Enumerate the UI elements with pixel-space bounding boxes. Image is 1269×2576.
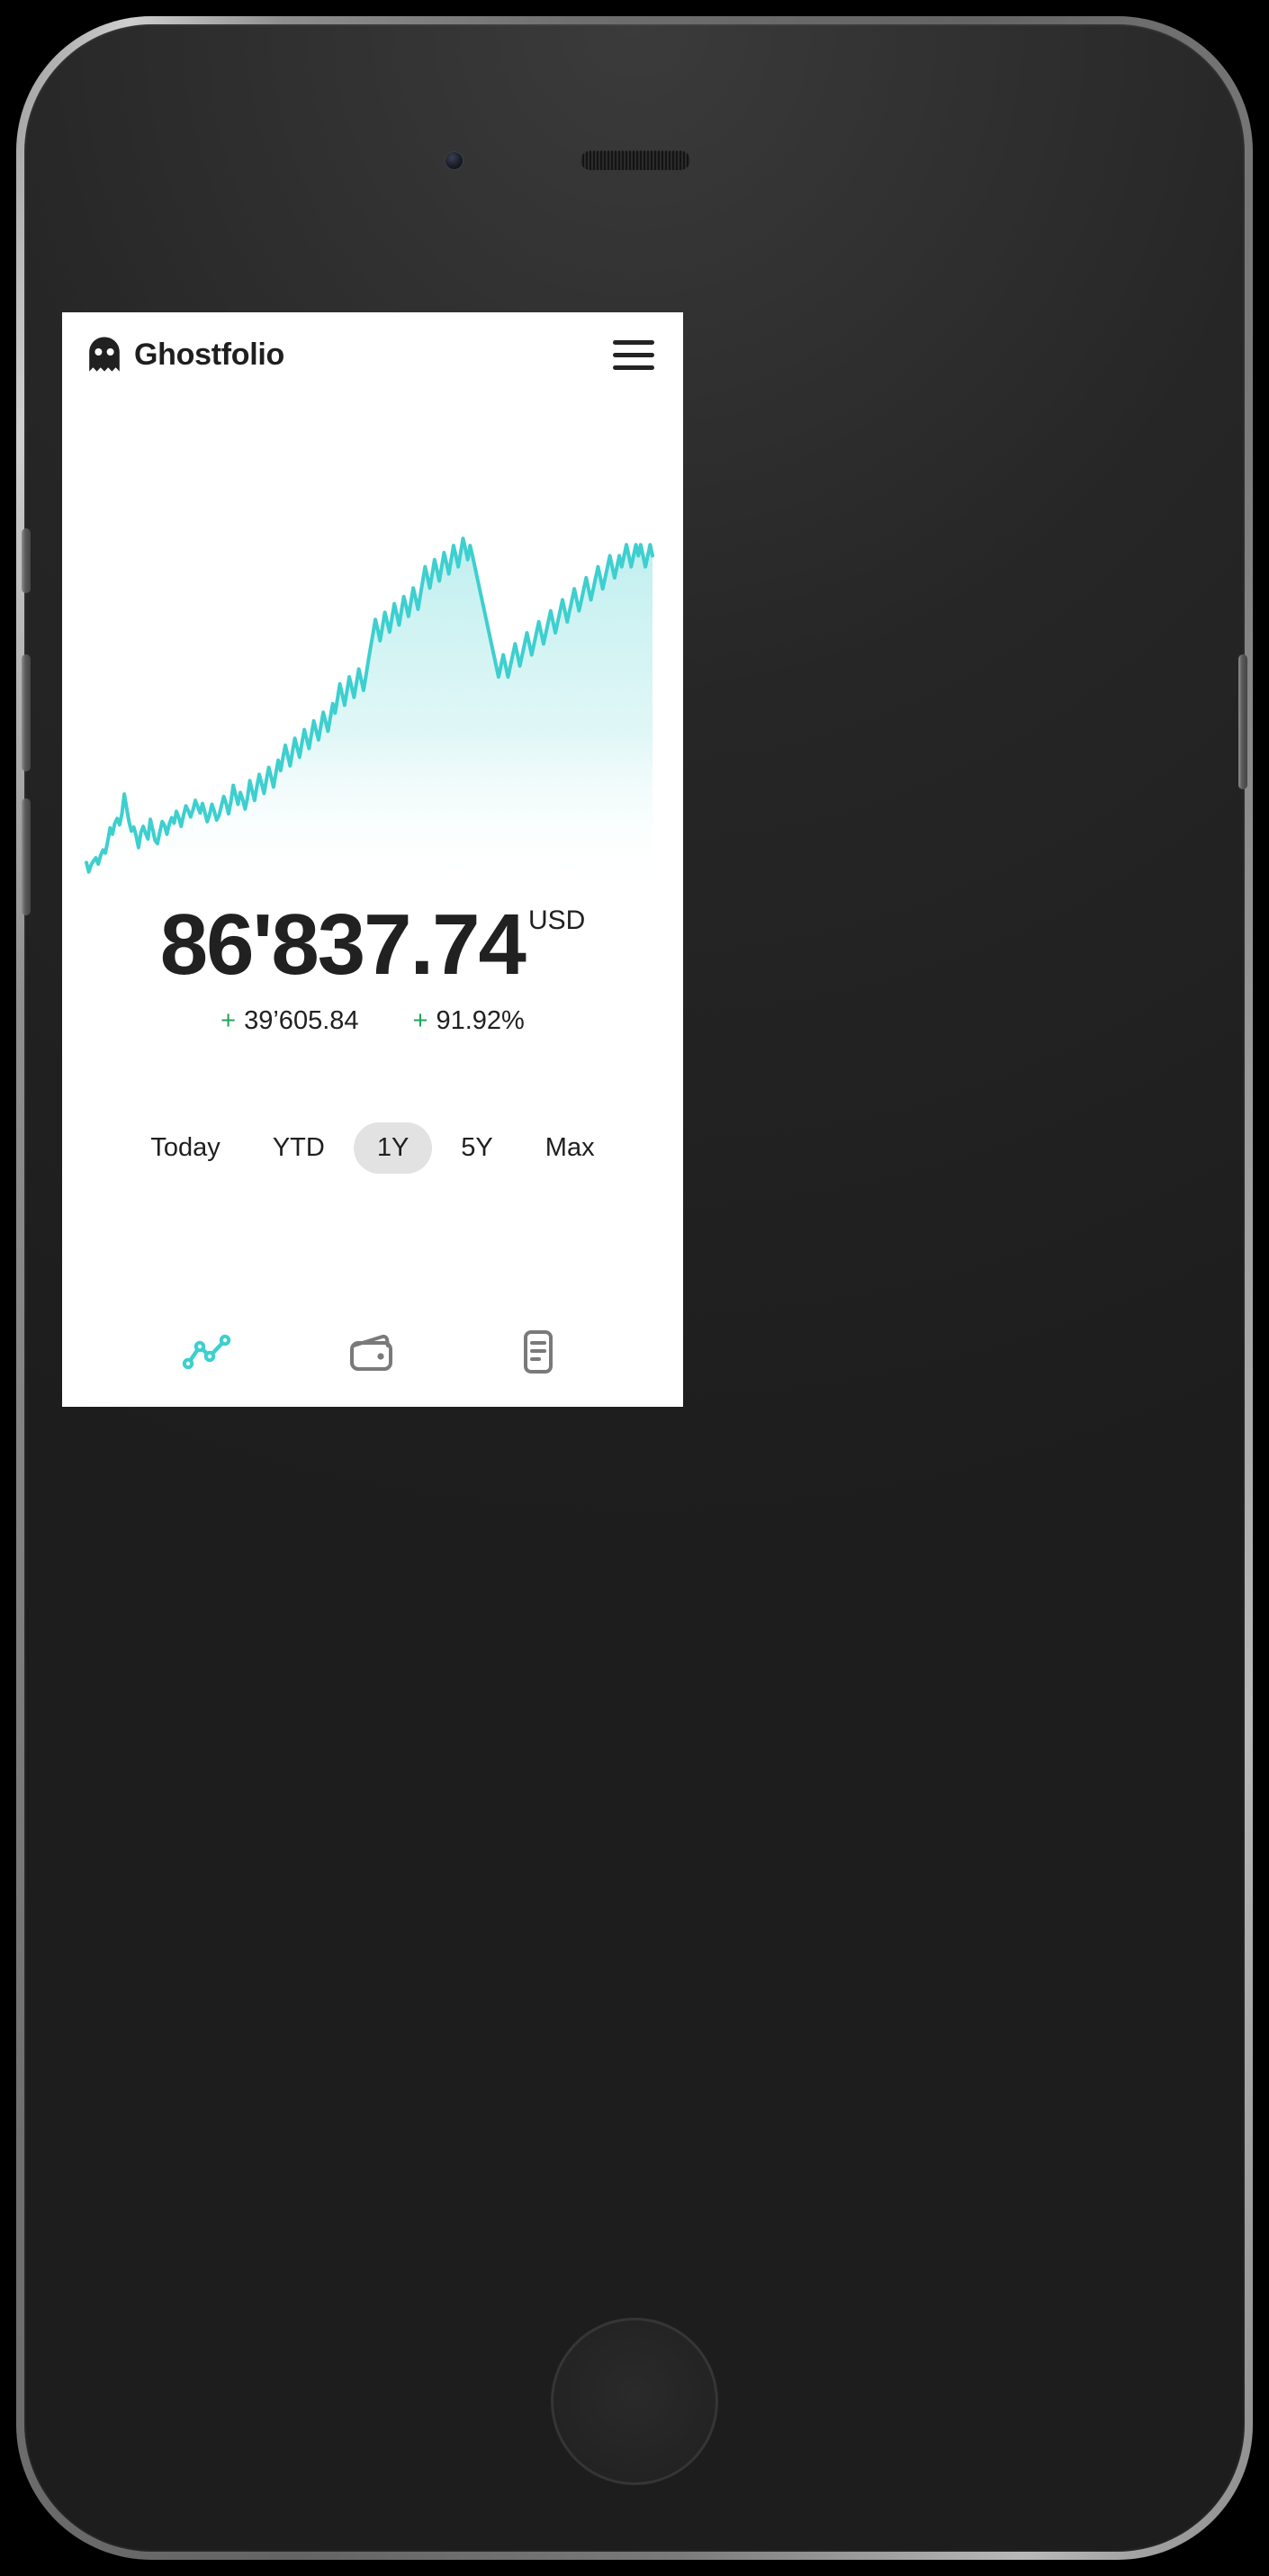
portfolio-change-row: + 39’605.84 + 91.92% bbox=[62, 1006, 683, 1036]
brand-name-label: Ghostfolio bbox=[134, 338, 284, 372]
menu-bar-top bbox=[613, 339, 654, 345]
app-viewport: Ghostfolio bbox=[62, 312, 683, 1407]
absolute-change-sign: + bbox=[220, 1006, 237, 1035]
percent-change: + 91.92% bbox=[413, 1006, 525, 1036]
app-header: Ghostfolio bbox=[62, 312, 683, 397]
nav-item-portfolio[interactable] bbox=[339, 1324, 406, 1380]
portfolio-performance-chart[interactable] bbox=[83, 524, 656, 893]
range-option-1y[interactable]: 1Y bbox=[353, 1122, 433, 1174]
absolute-change-value: 39’605.84 bbox=[244, 1006, 359, 1035]
bottom-navigation-bar bbox=[62, 1324, 683, 1380]
phone-screen: Ghostfolio bbox=[62, 312, 683, 1407]
earpiece-speaker-grille bbox=[580, 150, 690, 170]
percent-change-value: 91.92% bbox=[436, 1006, 525, 1035]
volume-down-button[interactable] bbox=[22, 798, 31, 915]
portfolio-value-amount: 86'837.74 bbox=[159, 896, 526, 993]
document-summary-icon bbox=[524, 1330, 553, 1374]
front-camera-lens bbox=[446, 152, 463, 169]
range-option-5y[interactable]: 5Y bbox=[461, 1133, 493, 1162]
phone-body: Ghostfolio bbox=[22, 24, 1247, 2552]
portfolio-chart-svg bbox=[85, 536, 654, 893]
range-option-max[interactable]: Max bbox=[544, 1133, 595, 1162]
chart-area-fill bbox=[86, 538, 652, 893]
volume-up-button[interactable] bbox=[22, 654, 31, 771]
menu-bar-bottom bbox=[613, 365, 654, 370]
ghost-icon bbox=[89, 337, 120, 372]
date-range-selector: Today YTD 1Y 5Y Max bbox=[62, 1122, 683, 1174]
chart-line-path bbox=[85, 536, 654, 874]
absolute-change: + 39’605.84 bbox=[220, 1006, 358, 1036]
power-button[interactable] bbox=[1238, 654, 1247, 789]
wallet-icon bbox=[350, 1334, 392, 1371]
range-option-today[interactable]: Today bbox=[150, 1133, 220, 1162]
silent-switch-button[interactable] bbox=[22, 528, 31, 593]
percent-change-sign: + bbox=[412, 1006, 428, 1035]
hamburger-menu-icon[interactable] bbox=[613, 335, 658, 374]
analytics-line-chart-icon bbox=[182, 1334, 231, 1370]
phone-device-frame: Ghostfolio bbox=[16, 16, 1253, 2560]
menu-bar-middle bbox=[613, 352, 654, 357]
value-row: 86'837.74 USD bbox=[160, 902, 586, 988]
home-button[interactable] bbox=[551, 2318, 718, 2485]
nav-item-accounts[interactable] bbox=[505, 1324, 572, 1380]
portfolio-currency-label: USD bbox=[527, 905, 586, 935]
brand-logo-group[interactable]: Ghostfolio bbox=[87, 337, 284, 373]
nav-item-overview[interactable] bbox=[174, 1324, 240, 1380]
range-option-ytd[interactable]: YTD bbox=[272, 1133, 325, 1162]
portfolio-value-block: 86'837.74 USD + 39’605.84 + 91.92% bbox=[62, 902, 683, 1036]
